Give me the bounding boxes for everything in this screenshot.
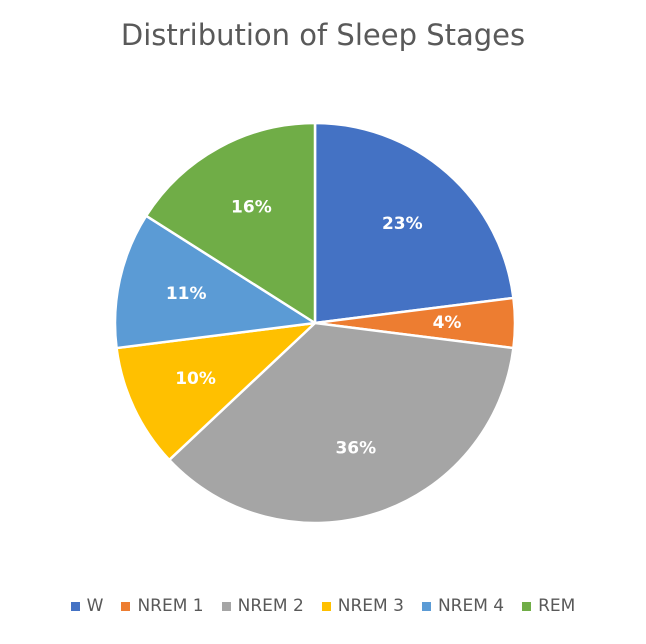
data-label-nrem-3: 10% bbox=[175, 369, 216, 389]
legend-label-w: W bbox=[86, 596, 104, 616]
legend-swatch-nrem-4 bbox=[421, 601, 431, 611]
legend-item-nrem-1: NREM 1 bbox=[121, 596, 204, 616]
chart-title: Distribution of Sleep Stages bbox=[120, 18, 526, 52]
pie-slice-nrem-4 bbox=[113, 214, 317, 350]
data-label-nrem-4: 11% bbox=[166, 284, 207, 304]
pie-slice-w bbox=[313, 121, 515, 325]
legend-swatch-nrem-1 bbox=[121, 601, 131, 611]
legend-item-nrem-4: NREM 4 bbox=[421, 596, 505, 616]
legend-swatch-nrem-3 bbox=[321, 601, 331, 611]
legend-swatch-rem bbox=[522, 601, 532, 611]
chart-legend: W NREM 1 NREM 2 NREM 3 NREM 4 REM bbox=[0, 596, 646, 616]
legend-item-nrem-2: NREM 2 bbox=[221, 596, 304, 616]
data-label-nrem-2: 36% bbox=[335, 439, 376, 459]
pie-slice-rem bbox=[144, 121, 317, 325]
pie-chart: 23% 4% 36% 10% 11% 16% bbox=[113, 121, 517, 525]
legend-label-nrem-3: NREM 3 bbox=[337, 596, 404, 616]
legend-swatch-nrem-2 bbox=[221, 601, 231, 611]
legend-label-nrem-2: NREM 2 bbox=[237, 596, 304, 616]
legend-swatch-w bbox=[70, 601, 80, 611]
legend-item-nrem-3: NREM 3 bbox=[321, 596, 404, 616]
data-label-rem: 16% bbox=[231, 197, 272, 217]
data-label-nrem-1: 4% bbox=[433, 313, 462, 333]
pie-slice-nrem-3 bbox=[115, 321, 317, 462]
legend-label-nrem-1: NREM 1 bbox=[137, 596, 204, 616]
pie-slice-nrem-2 bbox=[167, 321, 515, 525]
legend-label-rem: REM bbox=[538, 596, 576, 616]
data-label-w: 23% bbox=[382, 214, 423, 234]
legend-item-w: W bbox=[70, 596, 104, 616]
legend-label-nrem-4: NREM 4 bbox=[437, 596, 505, 616]
legend-item-rem: REM bbox=[522, 596, 575, 616]
